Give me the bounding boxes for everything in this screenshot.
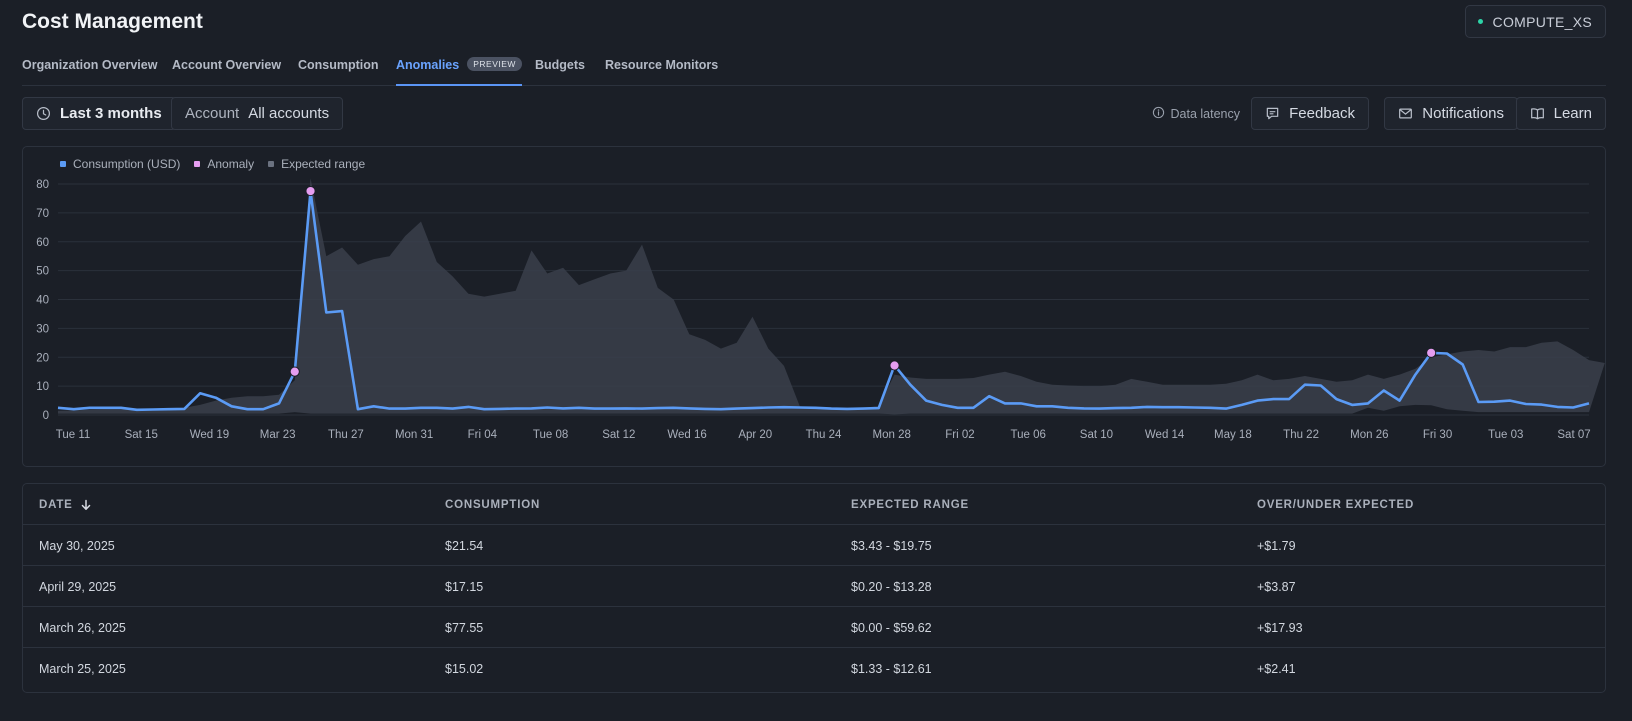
legend-expected-range[interactable]: Expected range <box>268 157 365 171</box>
table-row[interactable]: May 30, 2025 $21.54 $3.43 - $19.75 +$1.7… <box>23 525 1605 566</box>
cell-expected-range: $0.00 - $59.62 <box>851 620 932 635</box>
cell-expected-range: $3.43 - $19.75 <box>851 538 932 553</box>
cell-consumption: $77.55 <box>445 620 484 635</box>
tab-account-overview[interactable]: Account Overview <box>172 58 282 72</box>
y-tick-label: 40 <box>36 295 49 307</box>
x-tick-label: Wed 19 <box>190 429 229 441</box>
column-header-over-under[interactable]: OVER/UNDER EXPECTED <box>1257 498 1415 511</box>
tab-organization-overview[interactable]: Organization Overview <box>22 58 158 72</box>
x-tick-label: Wed 16 <box>667 429 706 441</box>
cell-date: May 30, 2025 <box>39 538 115 553</box>
learn-button[interactable]: Learn <box>1515 97 1606 130</box>
filter-toolbar: Last 3 months Account All accounts Data … <box>22 97 1606 131</box>
cell-consumption: $21.54 <box>445 538 484 553</box>
tab-anomalies[interactable]: Anomalies PREVIEW <box>396 52 522 86</box>
anomaly-point <box>305 185 316 197</box>
cell-consumption: $15.02 <box>445 661 484 676</box>
x-tick-label: Mon 28 <box>873 429 911 441</box>
page-header: Cost Management COMPUTE_XS <box>22 5 1606 42</box>
date-range-button[interactable]: Last 3 months <box>22 97 176 130</box>
book-open-icon <box>1530 106 1545 121</box>
y-tick-label: 60 <box>36 237 49 249</box>
column-header-date[interactable]: DATE <box>39 484 92 525</box>
x-tick-label: Fri 04 <box>468 429 498 441</box>
cell-date: March 25, 2025 <box>39 661 126 676</box>
y-tick-label: 0 <box>43 410 49 422</box>
clock-icon <box>36 106 51 121</box>
consumption-line <box>57 189 1590 412</box>
x-tick-label: Sat 15 <box>125 429 158 441</box>
data-latency-info[interactable]: Data latency <box>1152 97 1240 130</box>
legend-swatch-consumption <box>60 161 66 167</box>
x-tick-label: Sat 07 <box>1557 429 1590 441</box>
x-tick-label: Thu 27 <box>328 429 364 441</box>
legend-anomaly[interactable]: Anomaly <box>194 157 254 171</box>
y-tick-label: 80 <box>36 179 49 191</box>
x-tick-label: Tue 11 <box>56 429 91 441</box>
cell-expected-range: $0.20 - $13.28 <box>851 579 932 594</box>
anomaly-chart-card: 0 10 20 30 40 50 60 70 80 Tue 11 Sat 15 Wed 19 Mar 2… <box>22 146 1606 467</box>
y-tick-label: 70 <box>36 208 49 220</box>
x-tick-label: Tue 03 <box>1488 429 1523 441</box>
x-tick-label: Mon 31 <box>395 429 433 441</box>
x-tick-label: Sat 10 <box>1080 429 1113 441</box>
y-tick-label: 50 <box>36 266 49 278</box>
x-tick-label: Thu 24 <box>806 429 842 441</box>
cell-over-under: +$17.93 <box>1257 620 1303 635</box>
mail-icon <box>1398 106 1413 121</box>
y-tick-label: 30 <box>36 323 49 335</box>
cell-over-under: +$1.79 <box>1257 538 1296 553</box>
notifications-button[interactable]: Notifications <box>1384 97 1518 130</box>
x-tick-label: Apr 20 <box>738 429 772 441</box>
status-dot-icon <box>1477 19 1483 24</box>
anomaly-chart: 0 10 20 30 40 50 60 70 80 Tue 11 Sat 15 Wed 19 Mar 2… <box>36 178 1605 441</box>
x-tick-label: Sat 12 <box>602 429 635 441</box>
legend-consumption[interactable]: Consumption (USD) <box>60 157 180 171</box>
warehouse-selector[interactable]: COMPUTE_XS <box>1464 5 1606 38</box>
column-header-consumption[interactable]: CONSUMPTION <box>445 498 541 511</box>
table-header: DATE CONSUMPTION EXPECTED RANGE OVER/UND… <box>23 484 1605 525</box>
x-tick-label: Mar 23 <box>260 429 296 441</box>
legend-swatch-expected <box>268 161 275 167</box>
anomaly-point <box>1426 347 1437 358</box>
y-tick-label: 20 <box>36 352 49 364</box>
cell-over-under: +$2.41 <box>1257 661 1296 676</box>
column-header-expected-range[interactable]: EXPECTED RANGE <box>851 498 969 511</box>
warehouse-name: COMPUTE_XS <box>1492 13 1592 30</box>
x-tick-label: Thu 22 <box>1283 429 1319 441</box>
legend-swatch-anomaly <box>194 161 201 167</box>
cell-expected-range: $1.33 - $12.61 <box>851 661 932 676</box>
tab-resource-monitors[interactable]: Resource Monitors <box>605 58 719 72</box>
tab-consumption[interactable]: Consumption <box>298 58 379 72</box>
x-tick-label: Fri 02 <box>945 429 974 441</box>
feedback-button[interactable]: Feedback <box>1251 97 1369 130</box>
expected-range-band <box>58 178 1605 415</box>
x-tick-label: Wed 14 <box>1145 429 1185 441</box>
cell-date: April 29, 2025 <box>39 579 117 594</box>
x-tick-label: Tue 08 <box>533 429 568 441</box>
chart-legend: Consumption (USD) Anomaly Expected range <box>60 157 365 171</box>
cell-date: March 26, 2025 <box>39 620 126 635</box>
anomaly-point <box>289 366 300 377</box>
sort-down-icon[interactable] <box>80 499 92 511</box>
anomaly-point <box>889 360 900 371</box>
x-tick-label: Fri 30 <box>1423 429 1452 441</box>
x-tick-label: May 18 <box>1214 429 1252 441</box>
preview-badge: PREVIEW <box>467 57 522 71</box>
x-tick-label: Mon 26 <box>1350 429 1388 441</box>
table-row[interactable]: March 25, 2025 $15.02 $1.33 - $12.61 +$2… <box>23 648 1605 689</box>
x-tick-label: Tue 06 <box>1010 429 1045 441</box>
y-tick-label: 10 <box>36 381 49 393</box>
info-icon <box>1152 106 1165 122</box>
table-row[interactable]: March 26, 2025 $77.55 $0.00 - $59.62 +$1… <box>23 607 1605 648</box>
anomalies-table: DATE CONSUMPTION EXPECTED RANGE OVER/UND… <box>22 483 1606 693</box>
tab-budgets[interactable]: Budgets <box>535 58 585 72</box>
tab-bar: Organization Overview Account Overview C… <box>22 52 1606 86</box>
page-title: Cost Management <box>22 10 203 33</box>
cell-over-under: +$3.87 <box>1257 579 1296 594</box>
account-filter-button[interactable]: Account All accounts <box>171 97 344 130</box>
cell-consumption: $17.15 <box>445 579 484 594</box>
message-icon <box>1265 106 1280 121</box>
table-row[interactable]: April 29, 2025 $17.15 $0.20 - $13.28 +$3… <box>23 566 1605 607</box>
